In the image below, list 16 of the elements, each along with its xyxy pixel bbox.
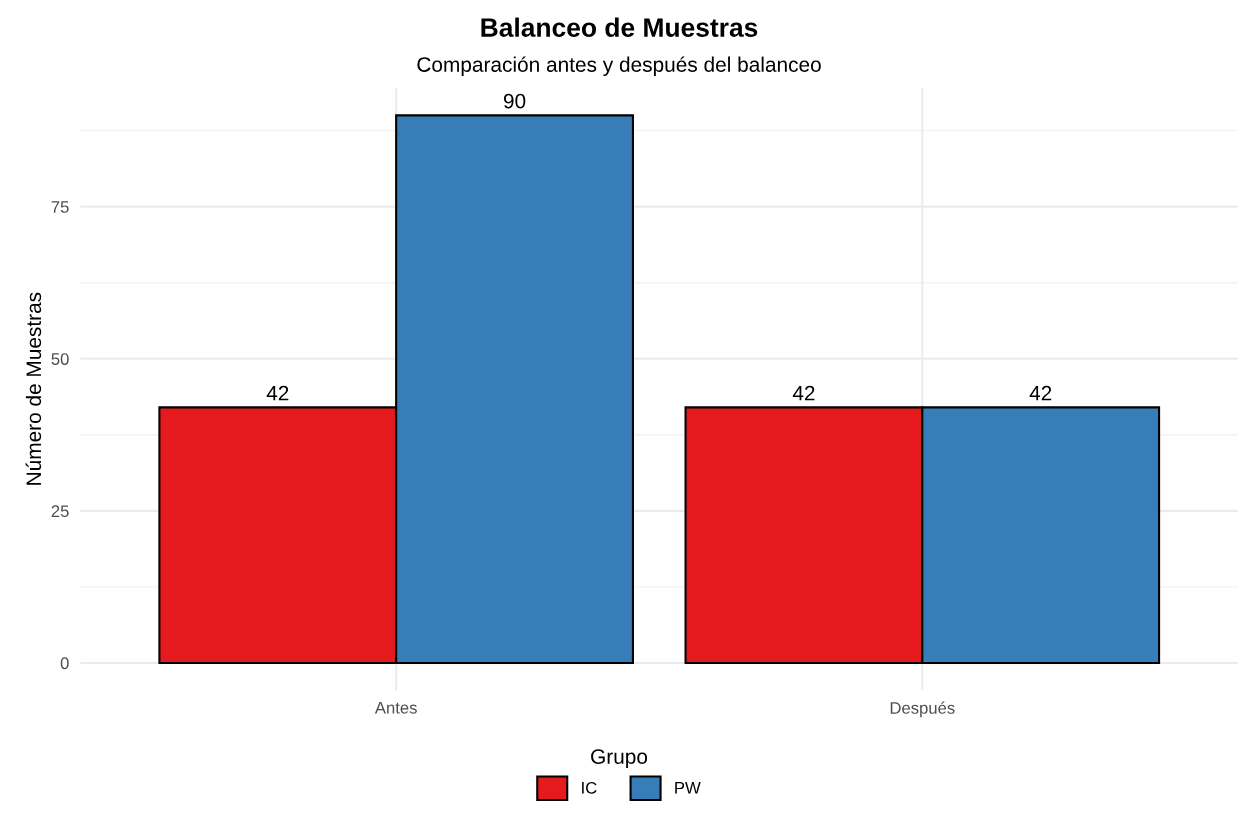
x-tick-label: Después (890, 701, 955, 718)
data-label: 90 (503, 93, 526, 109)
data-label: 42 (792, 385, 815, 401)
data-label: 42 (1029, 385, 1052, 401)
data-label: 42 (266, 385, 289, 401)
y-tick-label: 50 (51, 353, 69, 365)
y-tick-label: 75 (51, 201, 69, 213)
x-tick-label: Antes (374, 702, 417, 714)
legend-label: IC (582, 781, 597, 794)
y-tick-label: 0 (60, 657, 69, 670)
y-tick-label: 25 (51, 505, 69, 518)
legend-label: PW (675, 782, 701, 794)
chart-title: Balanceo de Muestras (481, 17, 758, 37)
chart-subtitle: Comparación antes y después del balanceo (417, 56, 821, 77)
legend-title: Grupo (591, 749, 648, 769)
y-axis-title: Número de Muestras (25, 292, 42, 485)
